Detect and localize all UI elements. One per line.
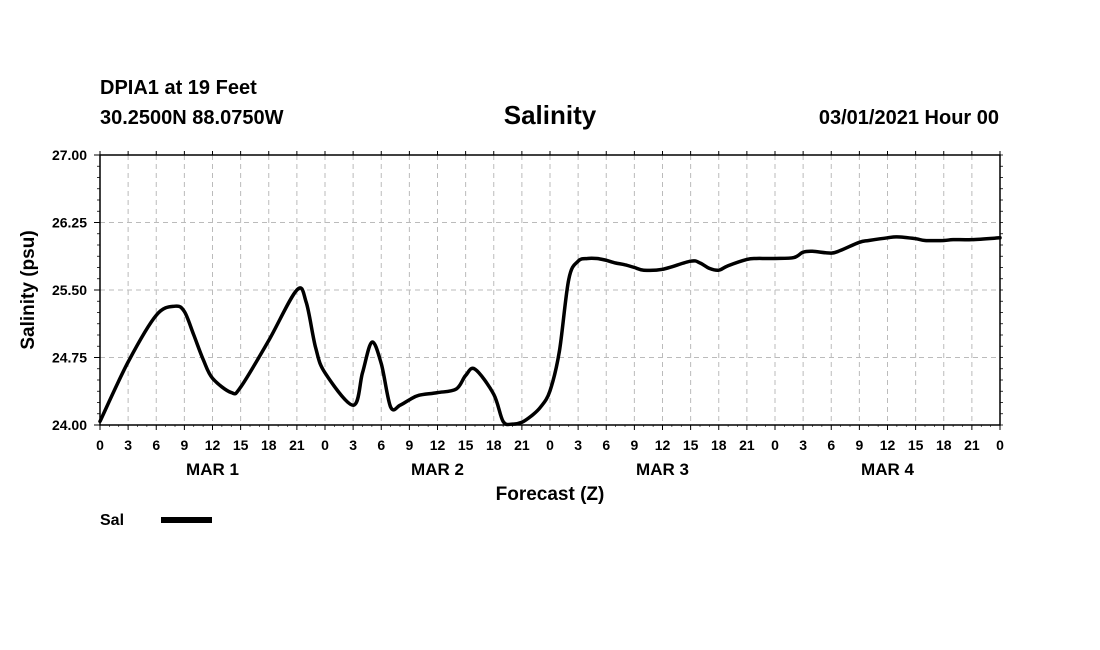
x-tick-label: 12 xyxy=(205,437,221,453)
x-tick-label: 21 xyxy=(289,437,305,453)
x-tick-label: 3 xyxy=(349,437,357,453)
y-tick-label: 24.00 xyxy=(52,417,87,433)
legend: Sal xyxy=(100,512,212,529)
x-tick-label: 12 xyxy=(880,437,896,453)
x-tick-label: 6 xyxy=(827,437,835,453)
x-tick-label: 9 xyxy=(405,437,413,453)
x-tick-label: 15 xyxy=(683,437,699,453)
y-tick-label: 25.50 xyxy=(52,282,87,298)
x-tick-label: 3 xyxy=(124,437,132,453)
x-tick-label: 0 xyxy=(771,437,779,453)
series-layer xyxy=(98,235,1002,427)
day-label: MAR 3 xyxy=(636,460,689,479)
x-tick-label: 21 xyxy=(964,437,980,453)
x-tick-label: 18 xyxy=(261,437,277,453)
day-label: MAR 1 xyxy=(186,460,239,479)
y-tick-label: 26.25 xyxy=(52,215,87,231)
x-tick-label: 15 xyxy=(908,437,924,453)
legend-label: Sal xyxy=(100,512,124,529)
y-axis-ticks: 24.00 24.75 25.50 26.25 27.00 xyxy=(52,147,1003,433)
x-axis-label: Forecast (Z) xyxy=(496,484,605,505)
x-tick-label: 6 xyxy=(152,437,160,453)
x-tick-label: 9 xyxy=(630,437,638,453)
x-tick-label: 3 xyxy=(799,437,807,453)
x-tick-label: 18 xyxy=(711,437,727,453)
x-tick-label: 12 xyxy=(655,437,671,453)
day-label: MAR 4 xyxy=(861,460,914,479)
x-tick-label: 6 xyxy=(377,437,385,453)
coords-label: 30.2500N 88.0750W xyxy=(100,107,284,129)
x-tick-label: 0 xyxy=(96,437,104,453)
grid-lines xyxy=(100,155,1000,425)
day-labels: MAR 1 MAR 2 MAR 3 MAR 4 xyxy=(186,460,914,479)
station-label: DPIA1 at 19 Feet xyxy=(100,77,257,99)
x-tick-label: 21 xyxy=(514,437,530,453)
x-tick-label: 15 xyxy=(233,437,249,453)
y-tick-label: 27.00 xyxy=(52,147,87,163)
x-tick-label: 9 xyxy=(855,437,863,453)
x-tick-label: 18 xyxy=(486,437,502,453)
x-tick-label: 21 xyxy=(739,437,755,453)
x-tick-label: 0 xyxy=(321,437,329,453)
x-tick-label: 0 xyxy=(546,437,554,453)
series-line-sal xyxy=(98,235,1002,427)
x-tick-label: 18 xyxy=(936,437,952,453)
x-tick-label: 15 xyxy=(458,437,474,453)
plot-frame xyxy=(99,154,1001,426)
x-tick-label: 6 xyxy=(602,437,610,453)
x-tick-label: 9 xyxy=(180,437,188,453)
y-tick-label: 24.75 xyxy=(52,350,87,366)
x-tick-label: 0 xyxy=(996,437,1004,453)
datetime-label: 03/01/2021 Hour 00 xyxy=(819,107,999,129)
x-tick-label: 12 xyxy=(430,437,446,453)
chart-title: Salinity xyxy=(504,100,597,130)
x-tick-label: 3 xyxy=(574,437,582,453)
day-label: MAR 2 xyxy=(411,460,464,479)
y-axis-label: Salinity (psu) xyxy=(18,230,39,349)
